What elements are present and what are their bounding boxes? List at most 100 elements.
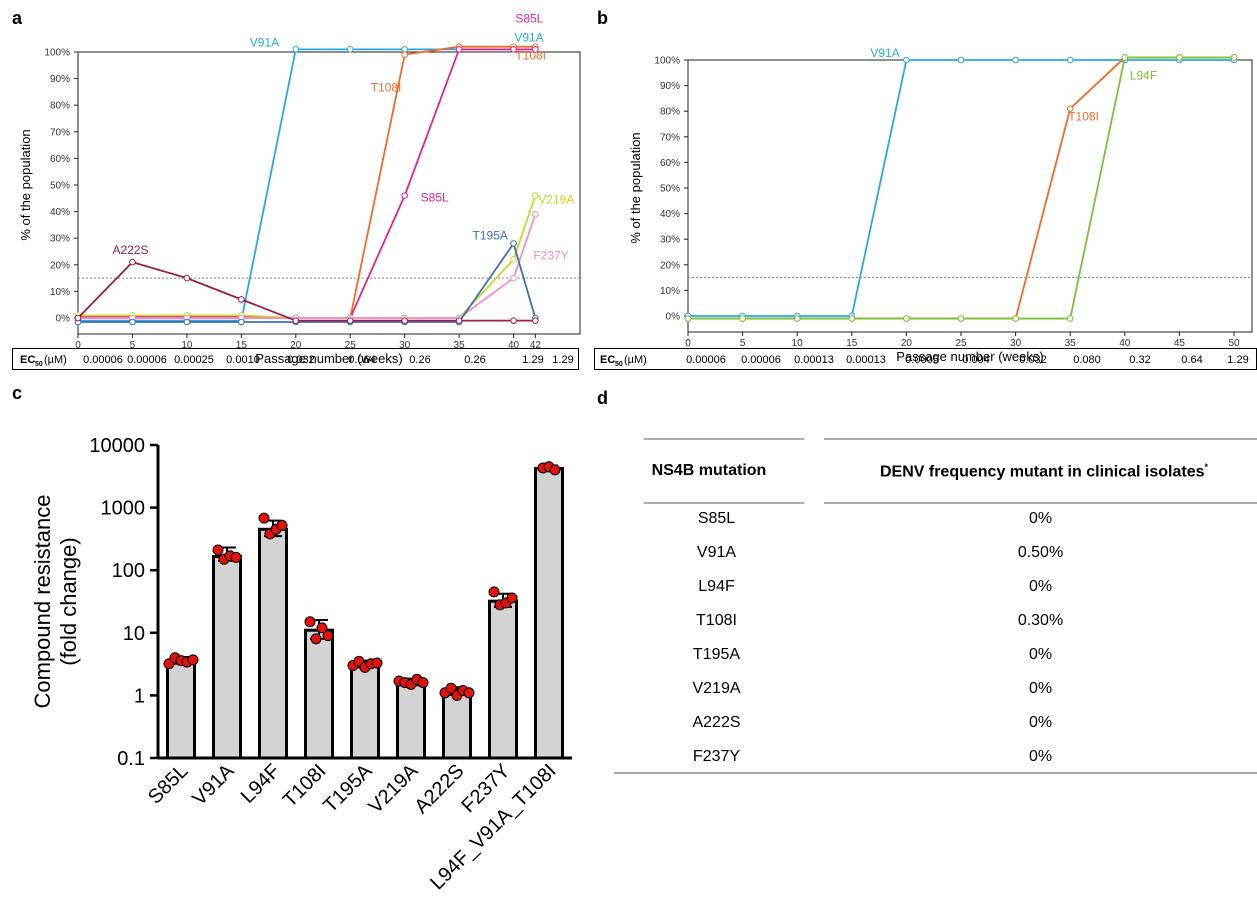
data-point	[848, 315, 856, 322]
ec50-value: 0.00013	[794, 354, 834, 366]
y-tick-label: 70%	[660, 132, 680, 143]
x-tick-label: 45	[1174, 338, 1186, 349]
y-tick-label: 40%	[660, 209, 680, 220]
x-tick-label: 30	[1010, 338, 1022, 349]
data-point	[1066, 56, 1074, 64]
x-tick-label: 42	[530, 340, 542, 351]
data-point	[510, 317, 517, 324]
table-header-frequency: DENV frequency mutant in clinical isolat…	[824, 462, 1257, 481]
bar	[350, 663, 380, 760]
ec50-value: 0.00013	[846, 354, 886, 366]
x-tick-label: 0	[75, 340, 81, 351]
y-tick-label: 1000	[101, 498, 146, 520]
replicate-point	[310, 633, 322, 645]
data-point	[401, 192, 408, 199]
replicate-point	[322, 630, 334, 642]
data-point	[1066, 105, 1074, 112]
x-axis-label: Passage number (weeks)	[896, 349, 1043, 364]
y-tick-label: 1	[134, 685, 145, 707]
x-tick-label: 20	[290, 340, 302, 351]
series-label: S85L	[421, 191, 449, 205]
series-label: V91A	[250, 35, 279, 49]
ec50-row-a	[12, 348, 579, 370]
x-tick-label: 50	[1228, 338, 1240, 349]
table-cell-frequency: 0%	[1028, 680, 1053, 697]
replicate-point	[463, 687, 475, 699]
table-cell-mutation: T108I	[696, 612, 737, 629]
table-cell-frequency: 0%	[1028, 748, 1053, 765]
data-point	[510, 46, 517, 53]
series-line	[78, 213, 537, 319]
x-tick-label: 25	[345, 340, 357, 351]
data-point	[793, 315, 801, 322]
series-line	[78, 241, 537, 323]
ec50-value: 0.032	[287, 354, 315, 366]
series-line	[77, 261, 536, 322]
bar	[258, 527, 288, 760]
chart-c: 0.1 1 10 100 1000 10000 Compound resistance (fo…	[30, 435, 572, 894]
panel-label-a: a	[12, 8, 23, 28]
series-label: T195A	[473, 229, 508, 243]
table-cell-frequency: 0%	[1028, 714, 1053, 731]
panel-label-d: d	[597, 388, 608, 408]
series-label: T108I	[1068, 110, 1099, 124]
category-label: L94F	[237, 760, 285, 808]
ec50-value: 1.29	[552, 354, 573, 366]
y-tick-label: 100%	[654, 56, 680, 67]
data-point	[1012, 56, 1019, 64]
ec50-subscript: 50	[615, 361, 623, 368]
data-point	[1176, 54, 1183, 61]
y-axis-label-line1: Compound resistance	[30, 494, 55, 708]
ec50-value: 0.064	[348, 354, 376, 366]
table-header-frequency-text: DENV frequency mutant in clinical isolat…	[879, 463, 1205, 481]
data-point	[510, 240, 517, 247]
table-cell-frequency: 0.50%	[1017, 544, 1064, 561]
panel-label-b: b	[597, 8, 608, 28]
x-axis-label: Passage number (weeks)	[255, 351, 402, 366]
bar	[396, 681, 426, 760]
bar	[488, 599, 518, 760]
data-point	[903, 315, 910, 322]
y-axis-label: % of the population	[18, 129, 33, 240]
ec50-value: 0.00006	[83, 354, 123, 366]
category-label: T195A	[319, 760, 377, 818]
y-tick-label: 10%	[660, 286, 680, 297]
replicate-point	[371, 657, 383, 669]
y-axis-label-line2: (fold change)	[56, 537, 81, 665]
data-point	[129, 258, 136, 266]
replicate-point	[230, 551, 242, 563]
y-tick-label: 10	[123, 623, 145, 645]
y-tick-label: 70%	[50, 127, 70, 138]
data-point	[401, 317, 408, 324]
bar	[442, 690, 472, 760]
bar	[212, 555, 242, 760]
series-label: V91A	[514, 30, 543, 44]
plot-frame	[77, 51, 581, 335]
ec50-value: 1.29	[522, 354, 543, 366]
ec50-value: 0.32	[1129, 354, 1150, 366]
x-tick-label: 15	[236, 340, 248, 351]
data-point	[510, 274, 517, 282]
data-point	[401, 51, 408, 58]
table-cell-mutation: S85L	[697, 510, 736, 527]
table-cell-frequency: 0%	[1028, 578, 1053, 595]
y-tick-label: 30%	[660, 235, 680, 246]
replicate-point	[276, 519, 288, 531]
ec50-label: EC	[600, 354, 615, 366]
table-cell-frequency: 0%	[1028, 646, 1053, 663]
series-label: T108I	[371, 81, 402, 95]
table-cell-frequency: 0.30%	[1017, 612, 1064, 629]
table-cell-mutation: A222S	[692, 714, 741, 731]
data-point	[183, 274, 191, 282]
data-point	[1066, 315, 1074, 322]
x-tick-label: 10	[181, 340, 193, 351]
y-tick-label: 80%	[660, 107, 680, 118]
bar	[534, 467, 564, 760]
replicate-point	[212, 544, 224, 556]
data-point	[510, 256, 517, 263]
ec50-subscript: 50	[35, 361, 43, 368]
x-tick-label: 35	[454, 340, 466, 351]
category-label: V219A	[365, 760, 423, 818]
data-point	[1012, 315, 1019, 322]
replicate-point	[258, 512, 270, 524]
